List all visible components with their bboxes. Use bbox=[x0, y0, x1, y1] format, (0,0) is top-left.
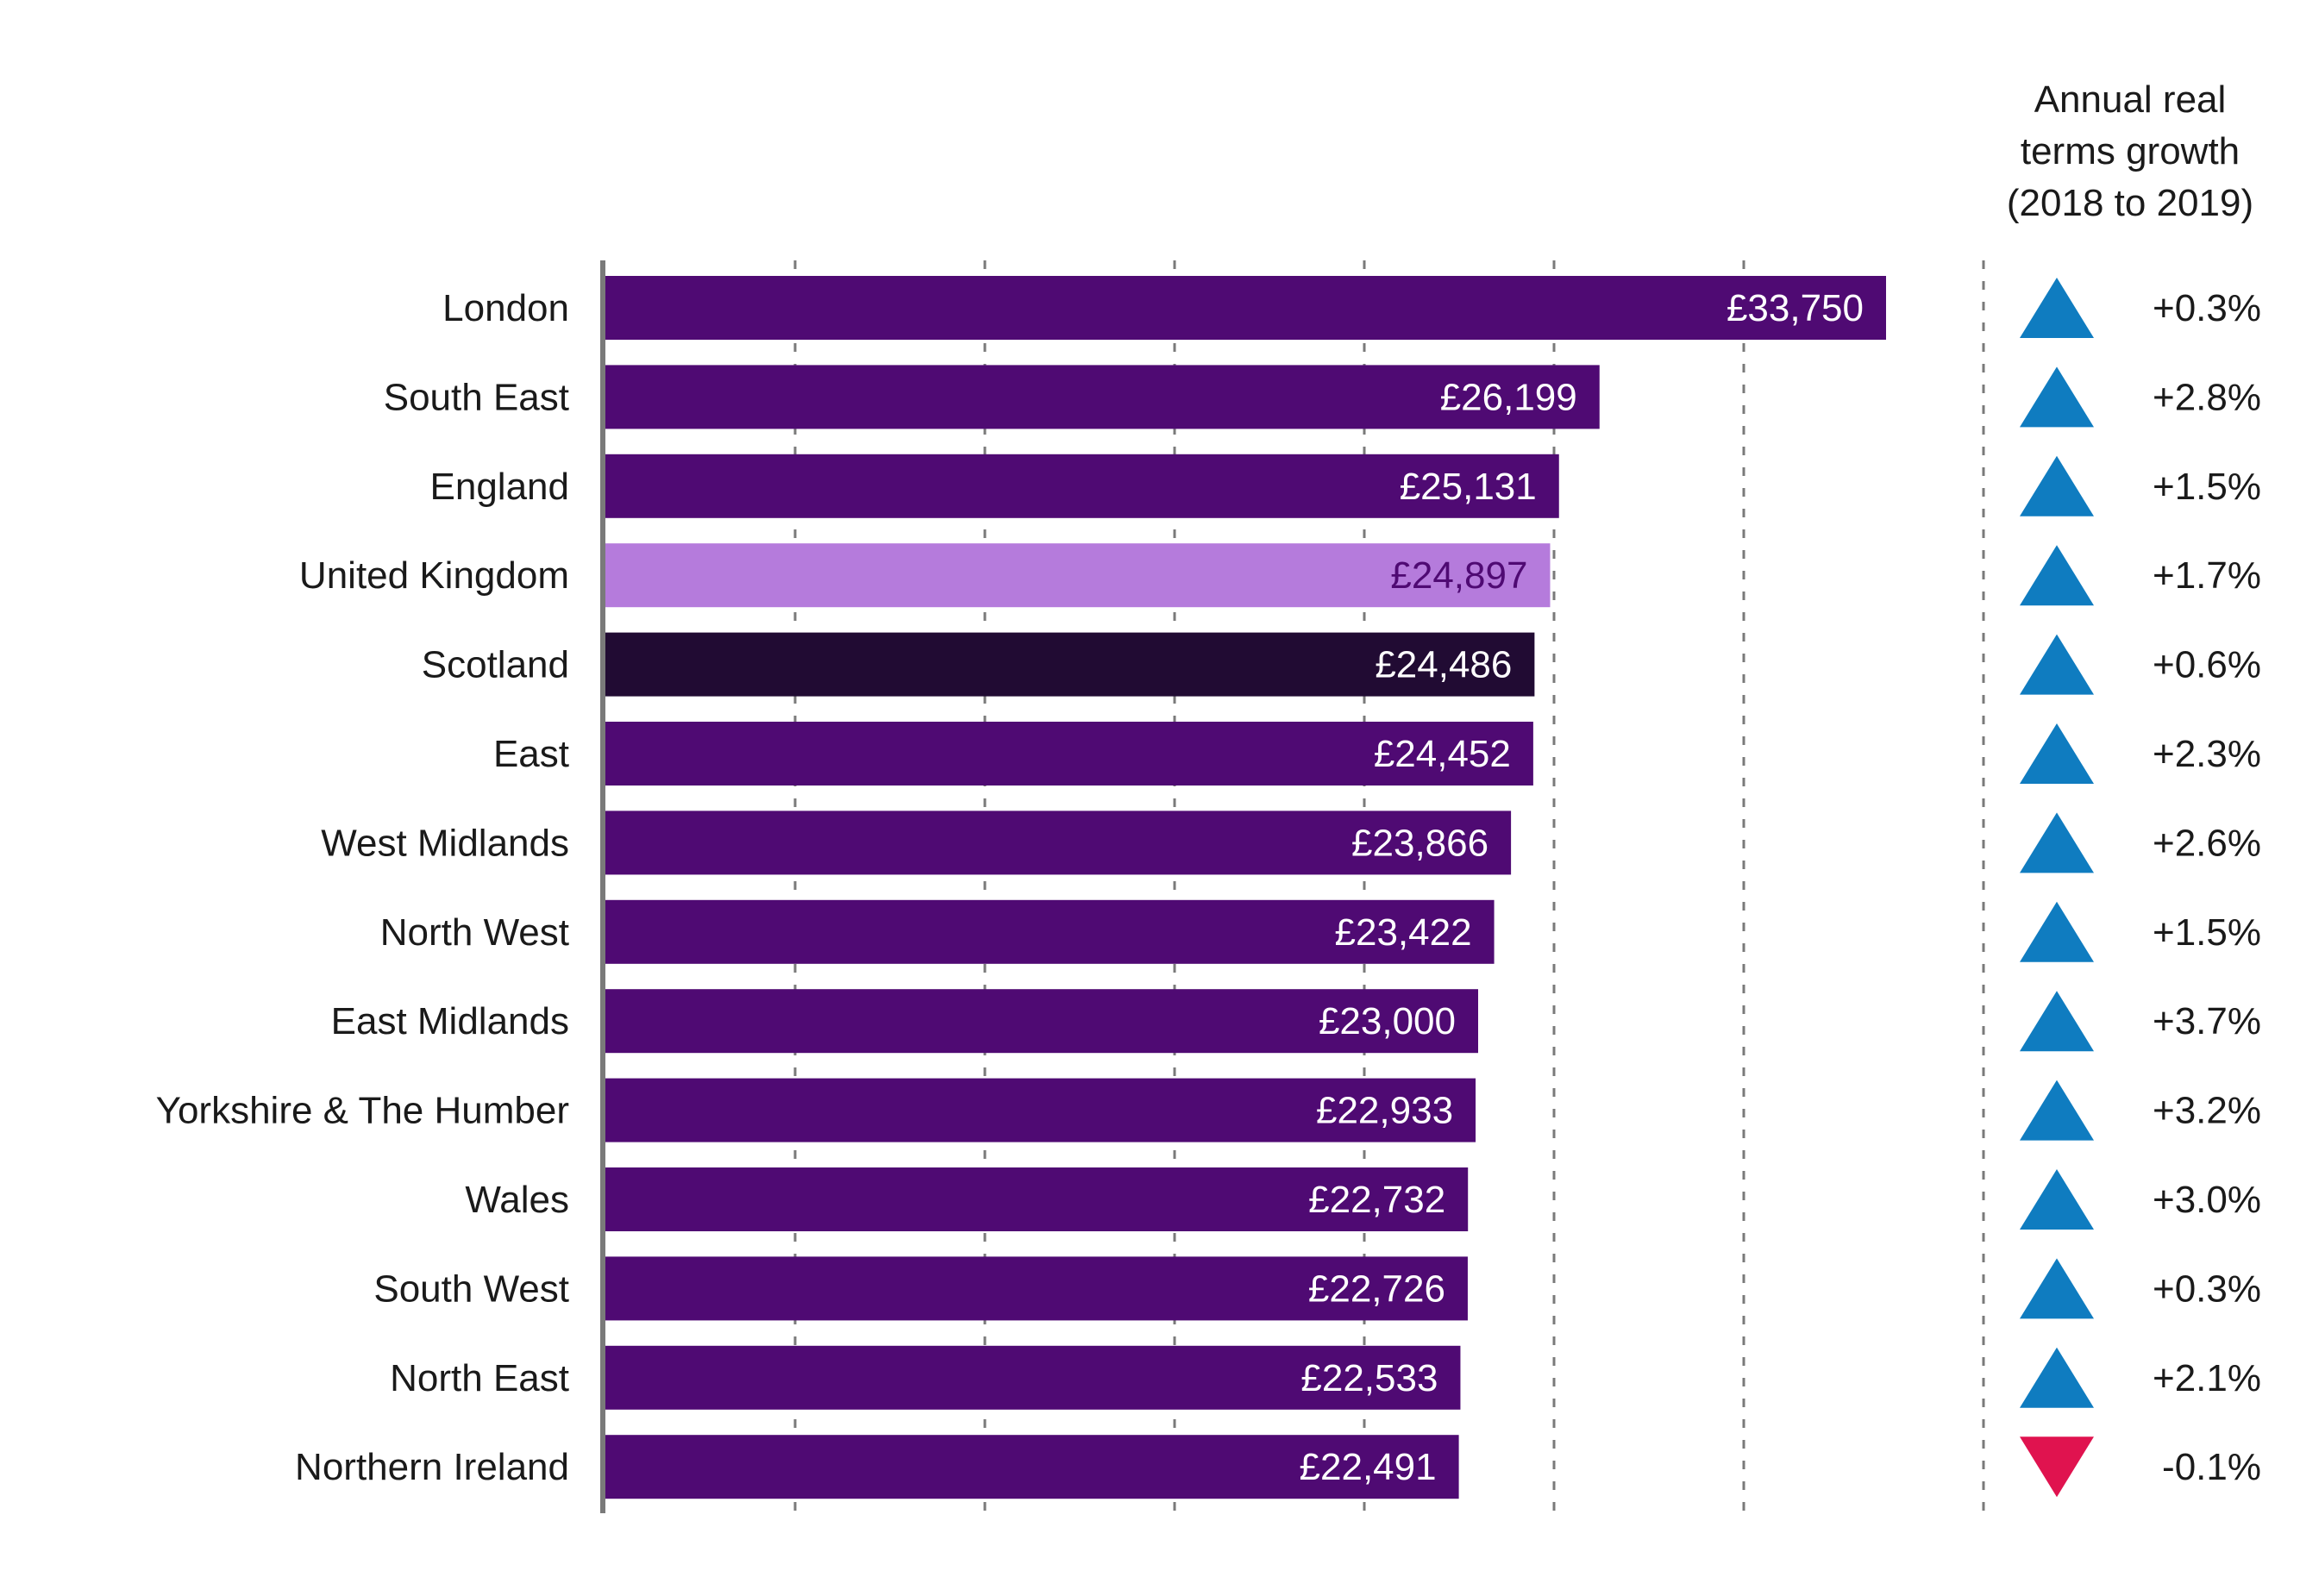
bar bbox=[605, 1345, 1461, 1410]
bar bbox=[605, 1256, 1468, 1321]
growth-value-label: +0.6% bbox=[2153, 644, 2261, 686]
bar bbox=[605, 1435, 1459, 1499]
bar-value-label: £24,897 bbox=[1390, 554, 1527, 597]
bar bbox=[605, 1078, 1476, 1142]
bar bbox=[605, 899, 1495, 964]
bar-value-label: £26,199 bbox=[1440, 376, 1577, 418]
triangle-up-icon bbox=[2020, 545, 2094, 606]
growth-value-label: +3.2% bbox=[2153, 1090, 2261, 1132]
triangle-up-icon bbox=[2020, 634, 2094, 695]
triangle-up-icon bbox=[2020, 901, 2094, 962]
bar-value-label: £23,000 bbox=[1319, 1000, 1456, 1042]
growth-value-label: +3.0% bbox=[2153, 1179, 2261, 1221]
bar bbox=[605, 811, 1512, 875]
bar bbox=[605, 722, 1533, 785]
triangle-up-icon bbox=[2020, 1347, 2094, 1408]
bar-value-label: £24,452 bbox=[1374, 733, 1511, 775]
bar bbox=[605, 989, 1478, 1054]
category-label: South East bbox=[384, 376, 569, 418]
growth-column: +0.3% +2.8% +1.5% +1.7% +0.6% +2.3% +2.6% +1.5%… bbox=[2020, 278, 2261, 1498]
category-label: United Kingdom bbox=[299, 554, 569, 597]
bar-value-label: £33,750 bbox=[1727, 287, 1864, 329]
triangle-up-icon bbox=[2020, 366, 2094, 428]
category-label: South West bbox=[373, 1267, 569, 1310]
triangle-up-icon bbox=[2020, 278, 2094, 338]
category-labels: London South East England United Kingdom Sco… bbox=[156, 287, 569, 1488]
bar-value-label: £25,131 bbox=[1400, 466, 1537, 508]
category-label: North East bbox=[390, 1357, 569, 1399]
gridlines bbox=[793, 260, 1985, 1513]
bar bbox=[605, 365, 1600, 429]
category-label: England bbox=[430, 466, 569, 508]
growth-value-label: -0.1% bbox=[2162, 1446, 2261, 1488]
growth-value-label: +1.5% bbox=[2153, 911, 2261, 954]
triangle-up-icon bbox=[2020, 1169, 2094, 1230]
category-label: Yorkshire & The Humber bbox=[156, 1090, 569, 1132]
triangle-up-icon bbox=[2020, 455, 2094, 516]
bar bbox=[605, 276, 1886, 340]
category-label: Northern Ireland bbox=[295, 1446, 569, 1488]
bar-value-label: £22,491 bbox=[1300, 1446, 1437, 1488]
category-label: Wales bbox=[465, 1179, 569, 1221]
growth-value-label: +0.3% bbox=[2153, 287, 2261, 329]
growth-header-line: (2018 to 2019) bbox=[2007, 182, 2253, 224]
bar-value-label: £22,933 bbox=[1316, 1090, 1453, 1132]
growth-header-line: terms growth bbox=[2021, 130, 2240, 172]
category-label: East bbox=[493, 733, 569, 775]
category-label: Scotland bbox=[422, 644, 569, 686]
bar-value-label: £23,422 bbox=[1335, 911, 1472, 954]
growth-value-label: +1.7% bbox=[2153, 554, 2261, 597]
bar-value-label: £23,866 bbox=[1351, 822, 1488, 864]
category-label: London bbox=[442, 287, 569, 329]
growth-value-label: +2.1% bbox=[2153, 1357, 2261, 1399]
bar bbox=[605, 454, 1559, 518]
triangle-up-icon bbox=[2020, 991, 2094, 1052]
growth-header: Annual real terms growth (2018 to 2019) bbox=[2007, 78, 2253, 224]
growth-value-label: +0.3% bbox=[2153, 1267, 2261, 1310]
triangle-up-icon bbox=[2020, 812, 2094, 873]
growth-value-label: +2.8% bbox=[2153, 376, 2261, 418]
bar bbox=[605, 632, 1535, 697]
bar-value-label: £22,732 bbox=[1308, 1179, 1445, 1221]
bar bbox=[605, 1167, 1469, 1231]
triangle-up-icon bbox=[2020, 723, 2094, 784]
triangle-up-icon bbox=[2020, 1080, 2094, 1141]
bar-value-label: £22,726 bbox=[1308, 1267, 1445, 1310]
category-label: West Midlands bbox=[321, 822, 569, 864]
growth-value-label: +2.3% bbox=[2153, 733, 2261, 775]
growth-header-line: Annual real bbox=[2034, 78, 2227, 121]
triangle-down-icon bbox=[2020, 1436, 2094, 1498]
triangle-up-icon bbox=[2020, 1258, 2094, 1319]
bar bbox=[605, 543, 1551, 608]
growth-value-label: +2.6% bbox=[2153, 822, 2261, 864]
growth-value-label: +1.5% bbox=[2153, 466, 2261, 508]
bar-value-label: £24,486 bbox=[1375, 644, 1512, 686]
bars: £33,750 £26,199 £25,131 £24,897 £24,486 £24,4… bbox=[605, 276, 1886, 1499]
bar-value-label: £22,533 bbox=[1300, 1357, 1438, 1399]
growth-value-label: +3.7% bbox=[2153, 1000, 2261, 1042]
category-label: North West bbox=[380, 911, 569, 954]
category-label: East Midlands bbox=[331, 1000, 569, 1042]
